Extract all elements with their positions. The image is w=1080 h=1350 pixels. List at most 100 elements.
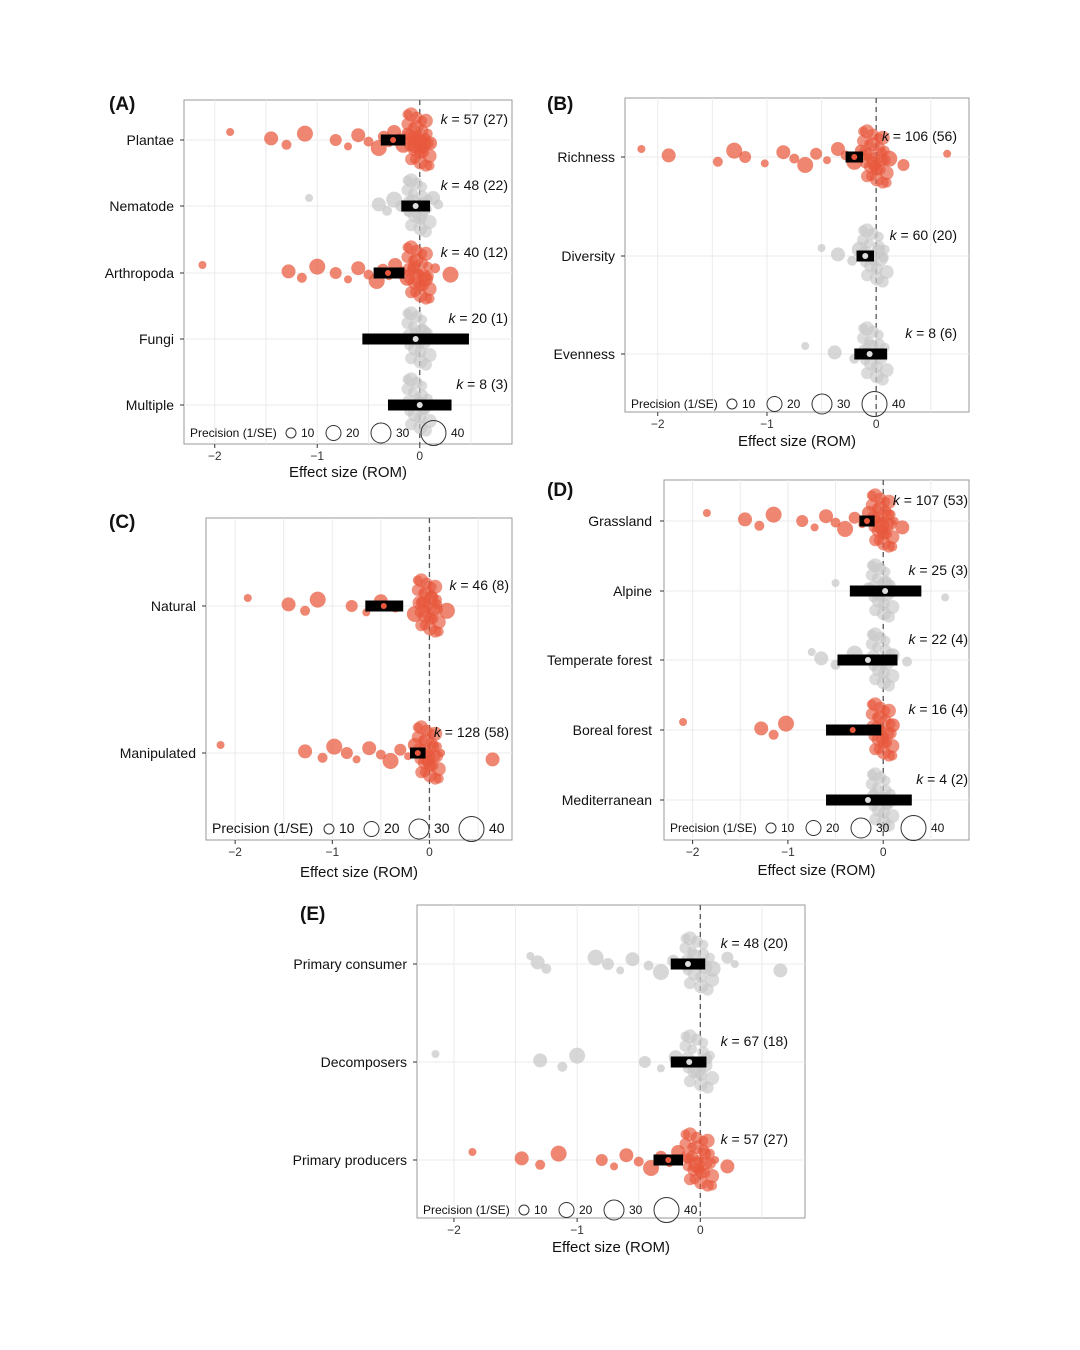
legend-value: 10 [534, 1203, 548, 1217]
data-point [689, 1140, 704, 1155]
k-count: 107 (53) [916, 492, 968, 508]
precision-legend: Precision (1/SE) 10 20 30 40 [212, 816, 505, 842]
x-tick-label: −2 [651, 417, 665, 431]
k-equals: = [915, 701, 931, 717]
data-point [305, 194, 314, 202]
k-equals: = [448, 111, 464, 127]
data-point [216, 741, 225, 749]
data-point [739, 151, 752, 163]
data-point [442, 266, 459, 283]
k-count: 48 (22) [464, 177, 508, 193]
mean-point [414, 750, 421, 756]
data-point [243, 594, 252, 602]
data-point [340, 747, 353, 759]
x-tick-label: −2 [686, 845, 700, 859]
data-point [730, 960, 739, 968]
data-point [902, 656, 913, 667]
k-label: k = 40 (12) [441, 244, 508, 260]
data-point [433, 626, 444, 637]
panel-a: (A) Plantae k = 57 (27) Nematode k = 48 (22)… [105, 94, 513, 481]
k-count: 46 (8) [472, 577, 509, 593]
k-equals: = [455, 310, 471, 326]
k-label: k = 8 (6) [905, 325, 957, 341]
plot-frame [624, 97, 970, 413]
data-point [679, 718, 688, 726]
legend-circle [420, 420, 447, 446]
data-point [773, 963, 788, 978]
k-label: k = 60 (20) [890, 227, 957, 243]
legend-value: 30 [837, 397, 851, 411]
legend-title: Precision (1/SE) [631, 397, 718, 411]
category-label: Manipulated [120, 745, 196, 761]
k-symbol: k [456, 376, 464, 392]
data-point [697, 948, 710, 961]
data-point [884, 518, 897, 531]
x-axis-label: Effect size (ROM) [300, 864, 418, 881]
category-label: Fungi [139, 331, 174, 347]
data-point [868, 558, 883, 573]
mean-point [684, 961, 691, 967]
k-count: 4 (2) [939, 771, 968, 787]
k-count: 16 (4) [931, 701, 968, 717]
data-point [830, 517, 841, 528]
data-point [765, 506, 782, 523]
category-label: Temperate forest [547, 652, 652, 668]
data-point [638, 1056, 651, 1068]
legend-value: 20 [787, 397, 801, 411]
k-symbol: k [905, 325, 913, 341]
legend-value: 20 [826, 821, 840, 835]
data-point [413, 420, 428, 435]
k-count: 57 (27) [744, 1131, 788, 1147]
legend-circle [603, 1199, 625, 1221]
data-point [344, 142, 352, 151]
data-point [296, 272, 307, 283]
data-point [419, 620, 430, 631]
k-count: 60 (20) [913, 227, 957, 243]
data-point [363, 136, 374, 147]
data-point [264, 131, 279, 146]
plot-frame [205, 517, 513, 841]
data-point [692, 1163, 705, 1176]
legend-circle [653, 1197, 680, 1223]
legend-circle [850, 817, 872, 839]
legend-title: Precision (1/SE) [423, 1203, 510, 1217]
data-point [876, 733, 889, 746]
data-point [726, 142, 743, 159]
data-point [404, 274, 415, 285]
precision-legend: Precision (1/SE) 10 20 30 40 [670, 815, 945, 841]
data-point [421, 270, 434, 283]
data-point [404, 240, 419, 255]
data-point [789, 153, 800, 164]
panel-tag: (C) [109, 512, 135, 533]
data-point [656, 1064, 665, 1073]
data-point [848, 511, 861, 524]
k-count: 106 (56) [905, 128, 957, 144]
data-point [296, 125, 313, 142]
data-point [776, 145, 791, 160]
legend-circle [518, 1204, 530, 1216]
data-point [943, 149, 952, 158]
k-symbol: k [721, 935, 729, 951]
x-tick-label: 0 [416, 449, 423, 463]
mean-point [864, 657, 871, 663]
data-point [422, 756, 435, 769]
data-point [869, 271, 884, 286]
data-point [413, 354, 428, 369]
legend-value: 10 [781, 821, 795, 835]
data-point [352, 755, 361, 764]
legend-value: 40 [489, 820, 505, 836]
data-point [416, 323, 429, 336]
data-point [823, 156, 832, 165]
data-point [433, 199, 444, 210]
data-point [868, 767, 883, 782]
data-point [700, 1133, 715, 1148]
k-count: 57 (27) [464, 111, 508, 127]
data-point [637, 145, 646, 153]
k-equals: = [728, 935, 744, 951]
data-point [569, 1047, 586, 1064]
data-point [431, 603, 444, 616]
x-tick-label: −1 [325, 845, 339, 859]
data-point [601, 958, 614, 970]
data-point [868, 488, 883, 503]
legend-value: 10 [301, 426, 315, 440]
